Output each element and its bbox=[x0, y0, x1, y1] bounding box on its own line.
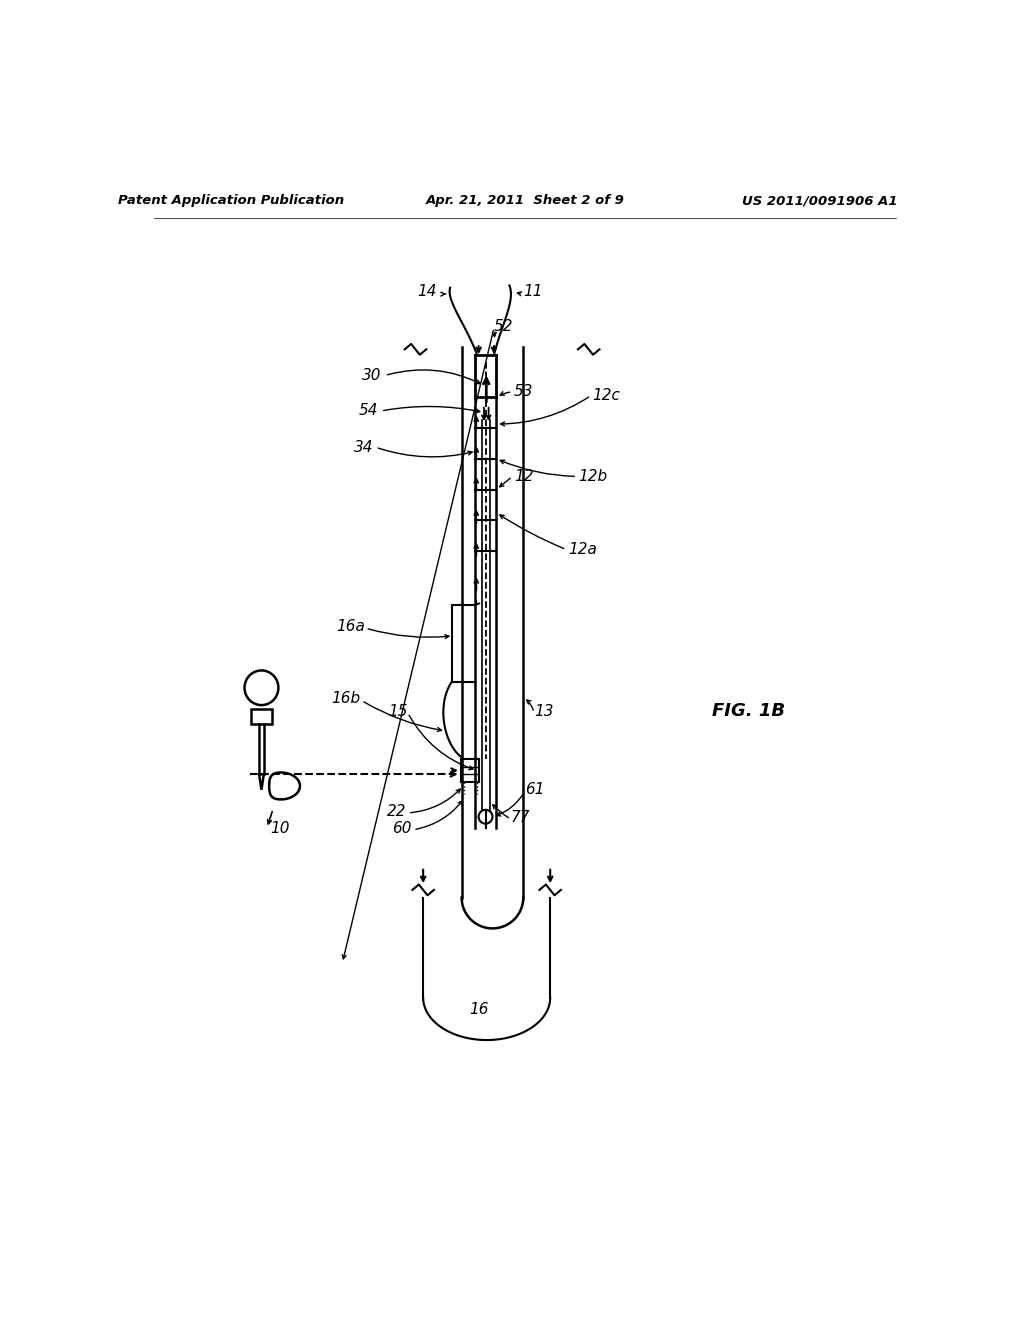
Text: 12c: 12c bbox=[593, 388, 621, 403]
Text: FIG. 1B: FIG. 1B bbox=[712, 702, 785, 721]
Polygon shape bbox=[269, 772, 300, 800]
Text: 12a: 12a bbox=[568, 543, 597, 557]
Text: 34: 34 bbox=[354, 440, 374, 454]
Text: 77: 77 bbox=[511, 810, 530, 825]
Text: 11: 11 bbox=[523, 284, 543, 300]
Ellipse shape bbox=[245, 671, 279, 705]
Text: 54: 54 bbox=[359, 404, 379, 418]
Text: 16: 16 bbox=[469, 1002, 488, 1016]
Text: 61: 61 bbox=[524, 783, 545, 797]
Text: 14: 14 bbox=[418, 284, 437, 300]
Text: Patent Application Publication: Patent Application Publication bbox=[118, 194, 344, 207]
Text: 16b: 16b bbox=[331, 692, 360, 706]
Bar bbox=[251, 709, 272, 725]
Text: 12b: 12b bbox=[579, 469, 608, 484]
Text: 15: 15 bbox=[388, 704, 408, 719]
Text: 12: 12 bbox=[514, 469, 534, 484]
Text: US 2011/0091906 A1: US 2011/0091906 A1 bbox=[742, 194, 897, 207]
Text: 22: 22 bbox=[387, 804, 407, 818]
Text: 53: 53 bbox=[514, 384, 534, 399]
Text: Apr. 21, 2011  Sheet 2 of 9: Apr. 21, 2011 Sheet 2 of 9 bbox=[425, 194, 625, 207]
Text: 13: 13 bbox=[535, 704, 554, 719]
Text: 60: 60 bbox=[392, 821, 412, 836]
Polygon shape bbox=[259, 775, 264, 789]
Text: 16a: 16a bbox=[336, 619, 365, 634]
Text: 30: 30 bbox=[362, 368, 382, 383]
Text: 10: 10 bbox=[270, 821, 290, 836]
Text: 52: 52 bbox=[494, 318, 513, 334]
